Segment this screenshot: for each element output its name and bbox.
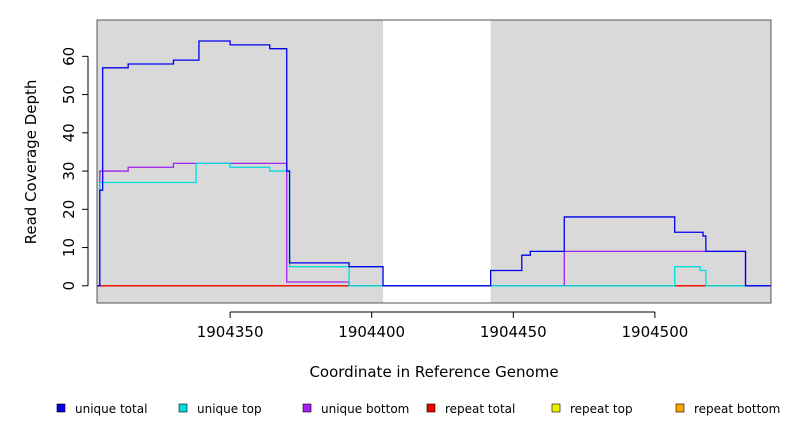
legend-item-unique-top: unique top — [178, 402, 262, 416]
legend-swatch — [426, 403, 436, 413]
x-tick-label: 1904450 — [480, 323, 547, 341]
x-axis-label: Coordinate in Reference Genome — [309, 363, 558, 381]
y-tick-label: 40 — [60, 123, 78, 142]
y-tick-label: 0 — [60, 281, 78, 291]
plot-frame — [96, 19, 772, 304]
y-axis: 0 10 20 30 40 50 60 — [60, 47, 89, 291]
y-axis-label: Read Coverage Depth — [22, 80, 40, 245]
y-tick-label: 20 — [60, 200, 78, 219]
legend-swatch — [675, 403, 685, 413]
x-tick-label: 1904500 — [621, 323, 688, 341]
shaded-region-1 — [97, 20, 384, 303]
legend-item-repeat-top: repeat top — [551, 402, 633, 416]
x-axis: 1904350 1904400 1904450 1904500 — [197, 311, 688, 341]
legend-swatch — [178, 403, 188, 413]
legend-item-unique-bottom: unique bottom — [302, 402, 409, 416]
y-tick-label: 30 — [60, 162, 78, 181]
legend-swatch — [56, 403, 66, 413]
y-tick-label: 50 — [60, 85, 78, 104]
shaded-regions — [97, 20, 771, 303]
x-tick-label: 1904350 — [197, 323, 264, 341]
series-layer — [97, 40, 771, 287]
shaded-region-2 — [490, 20, 771, 303]
legend-label: repeat top — [570, 402, 633, 416]
legend-label: repeat bottom — [694, 402, 780, 416]
y-tick-label: 60 — [60, 47, 78, 66]
legend-label: unique bottom — [321, 402, 409, 416]
series-line-unique-bottom — [97, 162, 771, 287]
legend-item-unique-total: unique total — [56, 402, 147, 416]
legend-swatch — [551, 403, 561, 413]
y-tick-label: 10 — [60, 238, 78, 257]
legend-item-repeat-total: repeat total — [426, 402, 515, 416]
legend-label: repeat total — [445, 402, 515, 416]
legend-swatch — [302, 403, 312, 413]
legend-label: unique top — [197, 402, 262, 416]
series-line-unique-total — [97, 40, 771, 287]
legend-item-repeat-bottom: repeat bottom — [675, 402, 780, 416]
legend-label: unique total — [75, 402, 147, 416]
legend: unique total unique top unique bottom repea… — [56, 402, 780, 416]
x-tick-label: 1904400 — [338, 323, 405, 341]
